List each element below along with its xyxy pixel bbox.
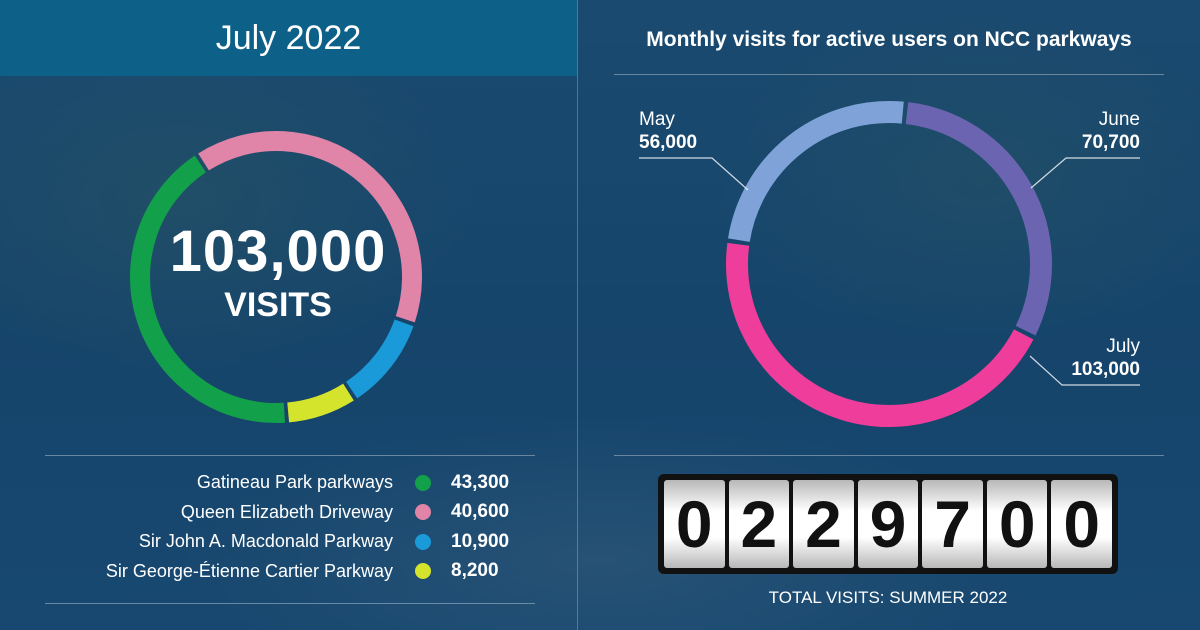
legend-value: 10,900 <box>451 530 510 552</box>
legend-dot <box>415 474 431 491</box>
odometer-digit: 9 <box>857 480 919 568</box>
legend-name: Sir John A. Macdonald Parkway <box>138 531 393 552</box>
may-name: May <box>639 109 675 130</box>
parkway-legend: Gatineau Park parkways 43,300 Queen Eliz… <box>60 468 540 586</box>
month-slice-2 <box>728 101 904 242</box>
july-label: July 103,000 <box>1040 335 1140 381</box>
legend-item: Queen Elizabeth Driveway 40,600 <box>60 498 540 528</box>
may-value: 56,000 <box>639 132 698 153</box>
legend-value: 43,300 <box>451 471 510 493</box>
june-value: 70,700 <box>1081 132 1140 153</box>
odometer-digit: 2 <box>728 480 790 568</box>
july-leader <box>1029 355 1140 386</box>
legend-value: 8,200 <box>451 560 499 582</box>
month-slice-0 <box>905 102 1052 336</box>
parkway-slice-3 <box>130 155 286 423</box>
parkway-slice-2 <box>287 383 354 423</box>
odometer-digit: 0 <box>1051 480 1113 568</box>
odometer-top-rule <box>614 455 1164 456</box>
june-name: June <box>1098 109 1140 130</box>
june-leader <box>1030 157 1140 189</box>
legend-item: Sir George-Étienne Cartier Parkway 8,200 <box>60 557 540 587</box>
legend-bottom-rule <box>45 603 535 604</box>
legend-value: 40,600 <box>451 501 510 523</box>
legend-top-rule <box>45 455 535 456</box>
legend-dot <box>415 533 431 550</box>
parkway-slice-0 <box>198 131 422 323</box>
vertical-divider <box>577 0 578 630</box>
legend-name: Sir George-Étienne Cartier Parkway <box>105 560 393 581</box>
legend-name: Gatineau Park parkways <box>196 472 393 493</box>
total-odometer: 0 2 2 9 7 0 0 <box>658 474 1118 574</box>
total-caption: TOTAL VISITS: SUMMER 2022 <box>768 588 1008 607</box>
legend-dot <box>415 563 431 580</box>
legend-dot <box>415 504 431 521</box>
left-header: July 2022 <box>0 0 577 76</box>
month-slice-1 <box>726 242 1034 427</box>
july-value: 103,000 <box>1071 359 1140 380</box>
legend-item: Gatineau Park parkways 43,300 <box>60 468 540 498</box>
july-total-label: VISITS <box>224 286 332 324</box>
right-chart-title: Monthly visits for active users on NCC p… <box>646 28 1132 51</box>
july-total-value: 103,000 <box>169 219 387 284</box>
odometer-digit: 2 <box>793 480 854 568</box>
july-name: July <box>1106 336 1140 357</box>
parkway-slice-1 <box>345 319 414 399</box>
may-leader <box>639 157 749 191</box>
odometer-digit: 0 <box>986 480 1048 568</box>
odometer-digit: 0 <box>664 480 725 568</box>
june-label: June 70,700 <box>1040 108 1140 154</box>
odometer-digit: 7 <box>922 480 983 568</box>
legend-name: Queen Elizabeth Driveway <box>180 501 393 522</box>
right-title-rule <box>614 74 1164 75</box>
may-label: May 56,000 <box>639 108 697 154</box>
legend-item: Sir John A. Macdonald Parkway 10,900 <box>60 527 540 557</box>
